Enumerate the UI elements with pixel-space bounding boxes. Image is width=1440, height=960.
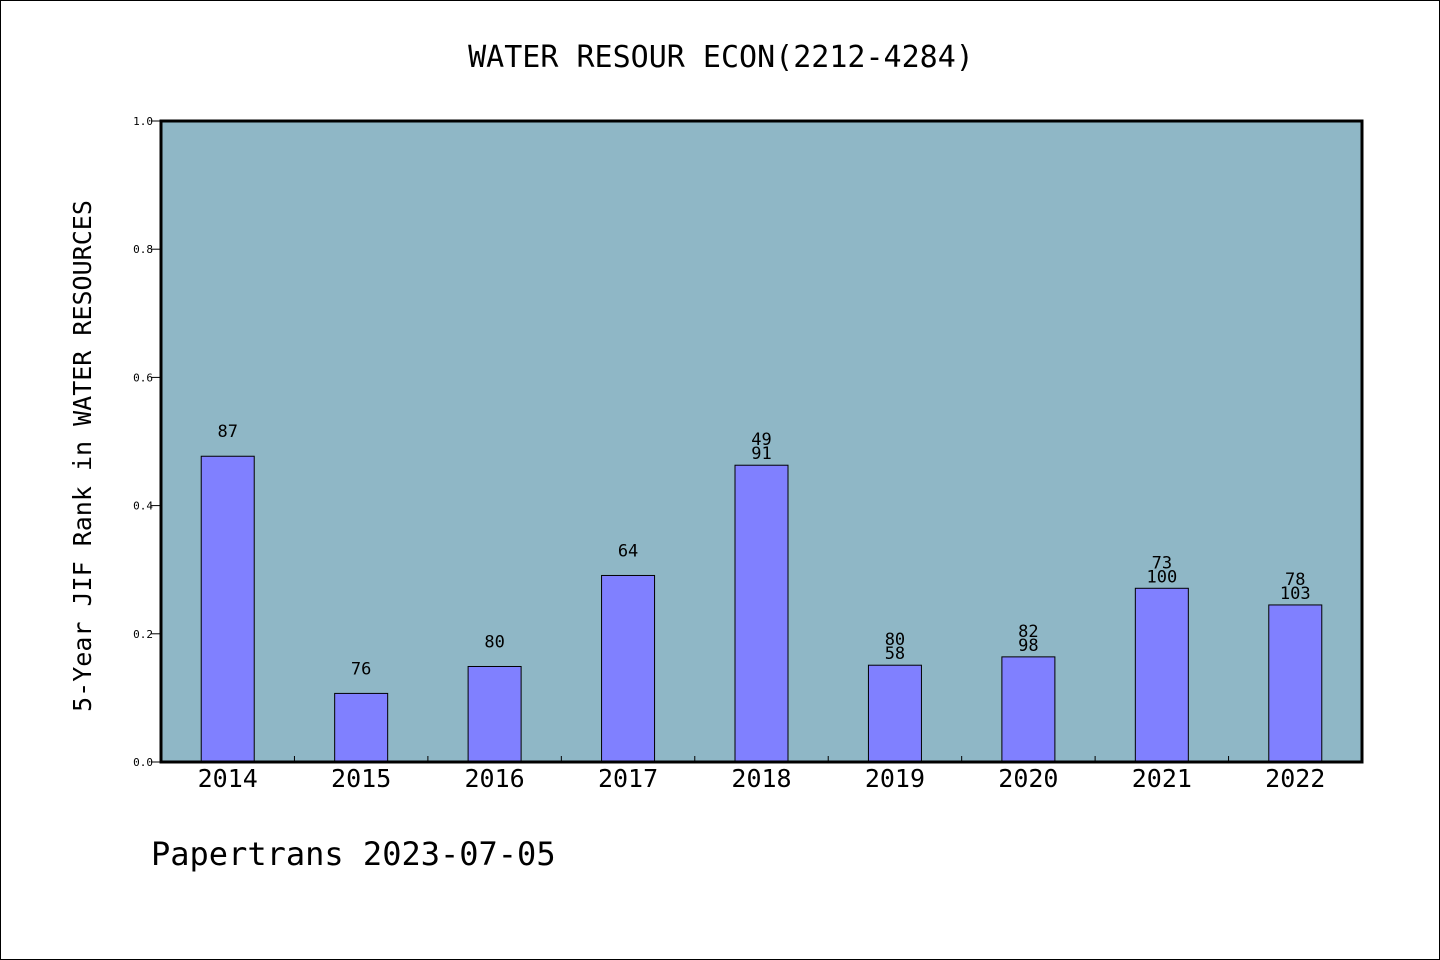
bar-data-label: 91 [751, 444, 771, 464]
footer-text: Papertrans 2023-07-05 [151, 835, 556, 873]
y-tick-label: 1.0 [133, 115, 153, 128]
x-tick-label: 2020 [998, 764, 1058, 793]
bar-data-label: 82 [1018, 622, 1038, 642]
x-tick-label: 2021 [1132, 764, 1192, 793]
bar-2015 [334, 692, 389, 763]
bar-data-label: 100 [1146, 567, 1177, 587]
y-tick-label: 0.6 [133, 371, 153, 384]
x-tick-label: 2014 [198, 764, 258, 793]
bar-data-label: 58 [885, 644, 905, 664]
bar-data-label: 87 [217, 422, 237, 442]
bar-data-label: 64 [618, 541, 638, 561]
bar-2016 [467, 665, 522, 763]
y-tick-label: 0.8 [133, 243, 153, 256]
bar-2021 [1134, 587, 1189, 763]
y-tick-label: 0.4 [133, 500, 153, 513]
y-axis: 0.0 0.2 0.4 0.6 0.8 1.0 [133, 115, 161, 769]
bar-data-label: 49 [751, 430, 771, 450]
y-tick-label: 0.2 [133, 628, 153, 641]
x-axis: 2014 2015 2016 2017 2018 2019 2020 2021 2022 [198, 756, 1325, 793]
bar-data-label: 76 [351, 659, 371, 679]
bar-2014 [200, 455, 255, 763]
bar-data-label: 80 [484, 632, 504, 652]
x-tick-label: 2018 [731, 764, 791, 793]
x-tick-label: 2022 [1265, 764, 1325, 793]
x-tick-label: 2016 [465, 764, 525, 793]
bar-data-label: 78 [1285, 570, 1305, 590]
x-tick-label: 2019 [865, 764, 925, 793]
x-tick-label: 2017 [598, 764, 658, 793]
y-tick-label: 0.0 [133, 756, 153, 769]
x-tick-label: 2015 [331, 764, 391, 793]
y-axis-label: 5-Year JIF Rank in WATER RESOURCES [68, 200, 97, 712]
bar-data-label: 98 [1018, 636, 1038, 656]
bar-data-label: 80 [885, 630, 905, 650]
bar-2017 [601, 574, 656, 763]
bar-2022 [1268, 604, 1323, 763]
bar-2020 [1001, 656, 1056, 763]
bar-data-label: 103 [1280, 584, 1311, 604]
chart-title: WATER RESOUR ECON(2212-4284) [468, 40, 974, 75]
bar-data-label: 73 [1152, 553, 1172, 573]
bar-series [200, 455, 1323, 763]
bar-2018 [734, 464, 789, 763]
bar-2019 [867, 664, 922, 763]
plot-border [159, 119, 1364, 764]
